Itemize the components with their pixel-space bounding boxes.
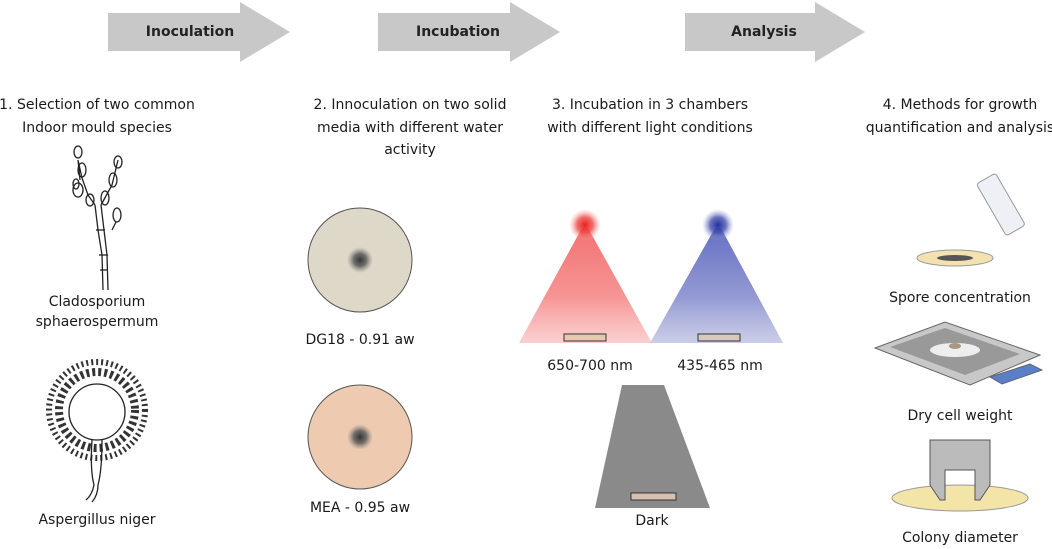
phase-arrow [685,2,865,62]
method-label: Colony diameter [902,530,1018,546]
step-title: activity [384,142,436,158]
step-title: quantification and analysis [866,120,1052,136]
sample-plate [630,492,677,501]
scale-icon [873,321,1044,386]
method-label: Spore concentration [889,290,1031,306]
light-label: Dark [635,513,669,529]
aspergillus-icon [46,359,148,503]
step-title: media with different water [317,120,503,136]
blue-light [702,209,734,241]
colony [347,424,373,450]
species-label: sphaerospermum [36,314,159,330]
dark-chamber [595,385,710,508]
caliper-icon [891,439,1029,512]
sample-plate [563,333,607,342]
phase-label: Analysis [731,24,797,40]
phase-label: Incubation [416,24,500,40]
sample-plate [697,333,741,342]
species-label: Cladosporium [49,294,146,310]
step-title: 3. Incubation in 3 chambers [552,97,748,113]
step-title: 1. Selection of two common [0,97,195,113]
step-title: with different light conditions [547,120,753,136]
red-light [569,209,601,241]
step-title: 4. Methods for growth [883,97,1037,113]
step-title: 2. Innoculation on two solid [314,97,507,113]
light-label: 650-700 nm [547,358,632,374]
light-label: 435-465 nm [677,358,762,374]
phase-label: Inoculation [146,24,234,40]
cladosporium-icon [72,145,123,291]
medium-label: MEA - 0.95 aw [310,500,410,516]
colony [347,247,373,273]
spore-icon [916,173,1025,267]
phase-arrow [378,2,560,62]
red-light-cone [519,228,652,343]
blue-light-cone [650,228,783,343]
method-label: Dry cell weight [907,408,1013,424]
phase-arrow [108,2,290,62]
species-label: Aspergillus niger [38,512,155,528]
medium-label: DG18 - 0.91 aw [305,332,414,348]
step-title: Indoor mould species [22,120,172,136]
